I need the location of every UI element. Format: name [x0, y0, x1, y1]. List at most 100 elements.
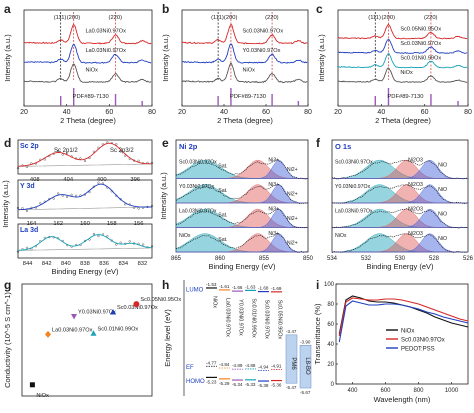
xps-data-point	[106, 235, 109, 238]
y-axis-label: Intensity (a.u.)	[161, 34, 170, 82]
reference-pdf-label: PDF#89-7130	[73, 94, 109, 100]
series-label: NiOx	[400, 70, 413, 76]
x-tick-label: 840	[61, 261, 71, 267]
xps-data-point	[52, 197, 55, 200]
peak-index-label: (200)	[224, 15, 238, 21]
xrd-series-curve	[24, 24, 152, 45]
xps-data-point	[142, 243, 145, 246]
point-label: Sc0.01Ni0.99Ox	[98, 326, 139, 332]
sample-label: La0.03Ni0.97Ox	[179, 208, 217, 214]
xrd-series-curve	[23, 63, 152, 84]
xrd-chart-c: Sc0.05Ni0.95Ox Sc0.03Ni0.97Ox Sc0.01Ni0.99…	[317, 9, 472, 125]
panel-label-g: g	[4, 278, 12, 292]
active-layer-block	[299, 345, 312, 389]
conductivity-point	[90, 330, 97, 336]
x-tick-label: 834	[118, 261, 128, 267]
series-label: Sc0.05Ni0.95Ox	[400, 27, 441, 33]
xps-envelope-curve	[175, 232, 309, 253]
x-tick-label: 400	[347, 388, 358, 394]
series-label: Sc0.03Ni0.97Ox	[242, 29, 283, 35]
xps-fit-curve	[17, 142, 153, 167]
xps-data-point	[119, 241, 122, 244]
transmittance-series-line	[338, 300, 469, 343]
peak-label: Ni2O3	[408, 206, 423, 212]
peak-label: Sat.	[218, 188, 227, 194]
material-name-label: NiOx	[212, 296, 218, 308]
transmittance-series-line	[338, 297, 469, 337]
homo-value-label: -5.34	[232, 382, 243, 387]
active-layer-name: PM6	[290, 357, 296, 370]
y-tick-label: 20	[327, 362, 334, 368]
xps-data-point	[115, 243, 118, 246]
lumo-value-label: -1.69	[271, 286, 282, 291]
xps-ni2p-chart-e: Ni 2pSc0.03Ni0.97OxSat.Ni3+Ni2+Y0.03Ni0.…	[159, 139, 314, 271]
homo-label: HOMO	[186, 379, 205, 385]
xps-data-point	[21, 207, 24, 210]
material-name-label: Sc0.01Ni0.99Ox	[251, 298, 257, 338]
xps-data-point	[124, 154, 127, 157]
xrd-series-curve	[337, 67, 468, 83]
conductivity-point	[71, 313, 77, 320]
lumo-value-label: -1.63	[245, 284, 256, 289]
extra-homo-label: -5.47	[286, 385, 297, 390]
xrd-chart-a: La0.03Ni0.97Ox La0.03Ni0.97Ox NiOx (111) (20…	[3, 9, 156, 125]
x-tick-label: 80	[464, 109, 472, 116]
sample-label: Y0.03Ni0.97Ox	[179, 184, 215, 190]
xrd-series-curve	[181, 24, 308, 45]
y-tick-label: 40	[327, 342, 334, 348]
y-axis-label: Intensity (a.u.)	[1, 180, 10, 228]
x-tick-label: 40	[220, 109, 228, 116]
conductivity-point	[110, 309, 116, 315]
ef-label: EF	[186, 365, 194, 371]
legend-entry: Sc0.03Ni0.97Ox	[401, 338, 445, 344]
lumo-value-label: -1.68	[258, 286, 269, 291]
homo-value-label: -5.38	[258, 383, 269, 388]
peak-label: Ni2+	[287, 192, 298, 198]
ef-value-label: -4.91	[271, 364, 282, 369]
x-axis-label: Binding Energy (eV)	[208, 262, 276, 271]
peak-index-label: (200)	[67, 15, 81, 21]
plot-frame	[21, 283, 153, 397]
x-tick-label: 832	[138, 261, 148, 267]
xps-data-point	[61, 153, 64, 156]
xps-data-point	[119, 150, 122, 153]
series-label: La0.03Ni0.97Ox	[85, 29, 126, 35]
x-tick-label: 60	[105, 109, 113, 116]
xps-component-peak	[332, 233, 468, 253]
x-axis-label: Wavelength (nm)	[374, 395, 431, 404]
peak-label: Ni2O3	[408, 157, 423, 163]
x-tick-label: 844	[23, 261, 33, 267]
xps-data-point	[137, 159, 140, 162]
y-axis-label: Energy level (eV)	[163, 309, 172, 367]
peak-index-label: (111)	[368, 15, 381, 21]
x-tick-label: 40	[63, 109, 71, 116]
material-name-label: La0.03Ni0.97Ox	[225, 298, 231, 337]
lumo-value-label: -1.66	[232, 285, 243, 290]
material-name-label: Sc0.03Ni0.97Ox	[264, 300, 270, 340]
xps-background	[18, 206, 152, 211]
peak-label: NiO	[438, 211, 447, 217]
panel-label-h: h	[162, 278, 170, 292]
material-name-label: Y0.03Ni0.97Ox	[238, 299, 244, 336]
panel-label-a: a	[4, 2, 11, 16]
x-tick-label: 860	[215, 256, 226, 262]
panel-label-i: i	[316, 278, 320, 292]
xps-element-label: Y 3d	[20, 183, 35, 190]
active-layer-block	[285, 334, 298, 384]
x-tick-label: 532	[361, 256, 372, 262]
xps-subplot-frame	[17, 223, 153, 259]
series-label: Sc0.03Ni0.97Ox	[400, 41, 441, 47]
extra-lumo-label: -3.47	[286, 329, 297, 334]
xps-region-title: O 1s	[335, 142, 351, 151]
panel-label-b: b	[162, 2, 170, 16]
point-label: La0.03Ni0.97Ox	[52, 327, 93, 333]
peak-index-label: (200)	[381, 15, 395, 21]
xps-element-label: Sc 2p	[20, 143, 39, 150]
xps-element-label: La 3d	[20, 227, 38, 234]
x-tick-label: 1000	[445, 388, 459, 394]
extra-homo-label: -5.67	[300, 390, 311, 395]
x-tick-label: 20	[334, 109, 342, 116]
y-axis-label: Intensity (a.u.)	[159, 172, 168, 220]
xps-data-point	[16, 206, 20, 209]
